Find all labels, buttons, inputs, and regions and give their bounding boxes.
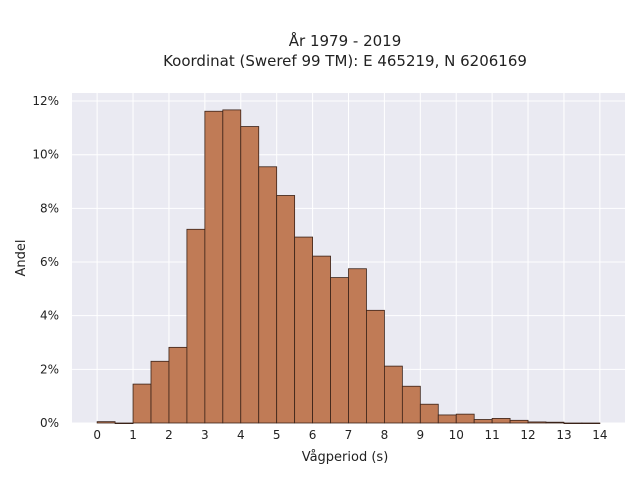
- histogram-bar: [240, 126, 260, 424]
- histogram-bar: [114, 422, 134, 425]
- histogram-bar: [384, 365, 403, 424]
- histogram-bar: [222, 109, 242, 424]
- x-tick-label: 3: [201, 428, 209, 442]
- x-tick-label: 2: [165, 428, 173, 442]
- x-tick-label: 13: [556, 428, 571, 442]
- histogram-bar: [258, 166, 278, 424]
- x-tick-label: 8: [381, 428, 389, 442]
- x-tick-label: 11: [484, 428, 499, 442]
- histogram-bar: [186, 228, 206, 424]
- grid-lines: [72, 93, 625, 424]
- chart-title-line-1: År 1979 - 2019: [289, 31, 402, 50]
- x-tick-label: 4: [237, 428, 245, 442]
- y-axis-ticks: 0% 2% 4% 6% 8% 10% 12%: [32, 94, 59, 430]
- histogram-bar: [581, 422, 601, 425]
- histogram-bar: [455, 413, 475, 424]
- x-axis-label: Vågperiod (s): [302, 450, 389, 465]
- x-tick-label: 7: [345, 428, 353, 442]
- x-tick-label: 0: [93, 428, 101, 442]
- histogram-bar: [545, 421, 565, 424]
- x-tick-label: 14: [592, 428, 607, 442]
- histogram-bar: [348, 268, 367, 424]
- histogram-bars: [96, 109, 601, 425]
- histogram-bar: [491, 418, 511, 424]
- histogram-bar: [366, 309, 385, 424]
- x-tick-label: 10: [449, 428, 464, 442]
- histogram-bar: [204, 110, 224, 424]
- y-axis-label: Andel: [14, 240, 29, 277]
- x-tick-label: 6: [309, 428, 317, 442]
- histogram-bar: [150, 360, 170, 424]
- histogram-bar: [96, 421, 116, 424]
- histogram-bar: [132, 383, 152, 424]
- histogram-bar: [563, 422, 583, 425]
- y-tick-label: 0%: [40, 416, 59, 430]
- histogram-bar: [527, 421, 547, 424]
- y-tick-label: 4%: [40, 309, 59, 323]
- x-axis-ticks: 0 1 2 3 4 5 6 7 8 9 10 11 12 13 14: [93, 428, 607, 442]
- y-tick-label: 2%: [40, 362, 59, 376]
- x-tick-label: 12: [520, 428, 535, 442]
- histogram-bar: [330, 277, 349, 424]
- histogram-bar: [473, 419, 493, 424]
- histogram-bar: [419, 403, 439, 424]
- x-tick-label: 1: [129, 428, 137, 442]
- histogram-bar: [509, 419, 529, 424]
- y-tick-label: 12%: [32, 94, 59, 108]
- x-tick-label: 9: [416, 428, 424, 442]
- histogram-bar: [168, 346, 188, 424]
- histogram-bar: [312, 255, 331, 424]
- y-tick-label: 8%: [40, 201, 59, 215]
- histogram-bar: [294, 236, 313, 424]
- x-tick-label: 5: [273, 428, 281, 442]
- y-tick-label: 10%: [32, 148, 59, 162]
- histogram-bar: [437, 414, 457, 424]
- y-tick-label: 6%: [40, 255, 59, 269]
- chart-title-line-2: Koordinat (Sweref 99 TM): E 465219, N 62…: [163, 52, 527, 70]
- histogram-bar: [401, 385, 421, 424]
- histogram-bar: [276, 195, 296, 424]
